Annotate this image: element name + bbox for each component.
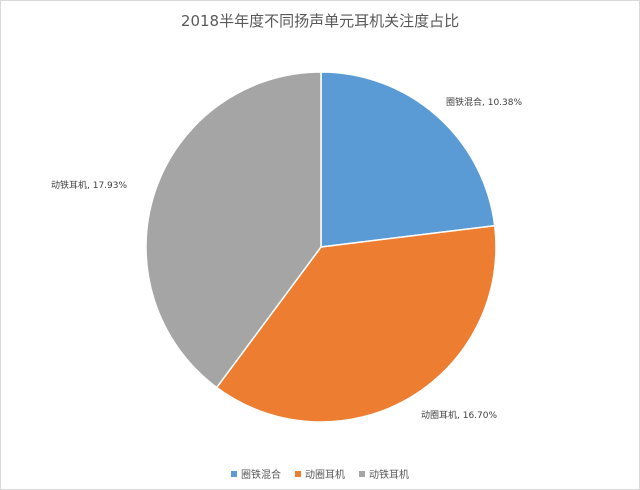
legend-label-1: 圈铁混合 [241,470,281,481]
legend-item-3: 动铁耳机 [359,466,409,481]
pie-slice-2 [215,224,497,423]
chart-legend: 圈铁混合 动圈耳机 动铁耳机 [1,466,639,481]
pie-slice-3 [145,71,322,389]
legend-swatch-2 [295,470,301,477]
data-label-2: 动圈耳机, 16.70% [421,409,497,421]
legend-label-2: 动圈耳机 [305,470,345,481]
legend-item-1: 圈铁混合 [231,466,281,481]
legend-swatch-1 [231,470,237,477]
chart-title: 2018半年度不同扬声单元耳机关注度占比 [180,12,460,30]
data-label-1: 圈铁混合, 10.38% [446,96,522,108]
legend-item-2: 动圈耳机 [295,466,345,481]
legend-swatch-3 [359,470,365,477]
legend-label-3: 动铁耳机 [369,470,409,481]
pie-slice-1 [320,71,496,248]
data-label-3: 动铁耳机, 17.93% [51,179,127,191]
